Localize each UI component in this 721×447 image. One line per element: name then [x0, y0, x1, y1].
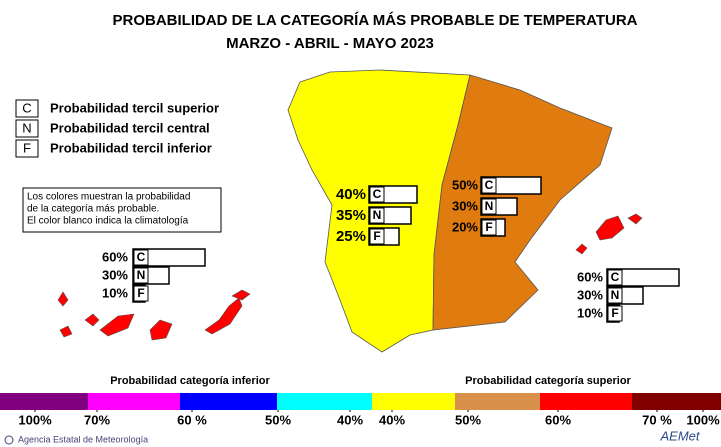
category-letter: F: [373, 229, 380, 243]
colorbar-segment: [180, 393, 277, 410]
colorbar-lower-label: Probabilidad categoría inferior: [110, 375, 270, 387]
category-letter: F: [485, 220, 492, 234]
colorbar-tick-label: 40%: [337, 412, 363, 427]
colorbar-tick-label: 60 %: [177, 412, 207, 427]
category-box: [607, 305, 623, 322]
colorbar-segment: [455, 393, 540, 410]
copyright-icon: [4, 435, 14, 445]
colorbar-segment: [0, 393, 88, 410]
legend-letter: N: [22, 120, 31, 135]
colorbar-tick-label: 50%: [265, 412, 291, 427]
category-letter: C: [137, 250, 146, 264]
colorbar-segment: [632, 393, 721, 410]
probability-label: 30%: [102, 267, 128, 282]
footer-logo: AEMet: [659, 428, 700, 443]
legend-box: [15, 99, 39, 118]
probability-label: 50%: [452, 177, 478, 192]
probability-label: 10%: [577, 305, 603, 320]
colorbar-tick-label: 60%: [545, 412, 571, 427]
note-line: El color blanco indica la climatología: [27, 216, 189, 227]
note-line: Los colores muestran la probabilidad: [27, 192, 190, 203]
category-letter: N: [485, 199, 494, 213]
category-box: [607, 287, 623, 304]
probability-bar: [132, 248, 206, 267]
category-letter: N: [373, 208, 382, 222]
probability-bar: [606, 268, 680, 287]
region-baleares: [575, 213, 643, 255]
category-letter: F: [611, 306, 618, 320]
colorbar-tick-label: 100%: [18, 412, 52, 427]
colorbar-segment: [540, 393, 632, 410]
probability-label: 30%: [452, 198, 478, 213]
legend-text: Probabilidad tercil central: [50, 120, 210, 135]
category-letter: F: [137, 286, 144, 300]
colorbar-tick-label: 40%: [379, 412, 405, 427]
legend-letter: F: [23, 140, 31, 155]
category-box: [369, 228, 385, 245]
category-box: [481, 177, 497, 194]
category-letter: C: [485, 178, 494, 192]
probability-label: 25%: [336, 228, 366, 245]
legend-text: Probabilidad tercil superior: [50, 100, 219, 115]
colorbar-tick-label: 100%: [686, 412, 720, 427]
category-box: [133, 267, 149, 284]
probability-label: 35%: [336, 207, 366, 224]
colorbar-upper-label: Probabilidad categoría superior: [465, 375, 631, 387]
category-box: [369, 207, 385, 224]
colorbar-tick-label: 70 %: [642, 412, 672, 427]
probability-label: 60%: [102, 249, 128, 264]
category-box: [481, 198, 497, 215]
probability-label: 60%: [577, 269, 603, 284]
subtitle: MARZO - ABRIL - MAYO 2023: [226, 35, 434, 52]
note-line: de la categoría más probable.: [27, 204, 159, 215]
colorbar-tick-label: 70%: [84, 412, 110, 427]
legend-letter: C: [22, 100, 31, 115]
legend-box: [15, 119, 39, 138]
category-letter: N: [611, 288, 620, 302]
probability-label: 40%: [336, 186, 366, 203]
probability-label: 20%: [452, 219, 478, 234]
colorbar-segment: [277, 393, 372, 410]
category-box: [133, 285, 149, 302]
probability-label: 30%: [577, 287, 603, 302]
colorbar-segment: [88, 393, 180, 410]
category-box: [607, 269, 623, 286]
region-east: [432, 74, 613, 331]
region-canarias: [57, 289, 251, 341]
category-box: [481, 219, 497, 236]
category-box: [133, 249, 149, 266]
footer-agency: Agencia Estatal de Meteorología: [18, 434, 148, 444]
note-box: [22, 187, 222, 233]
category-box: [369, 186, 385, 203]
category-letter: N: [137, 268, 146, 282]
probability-label: 10%: [102, 285, 128, 300]
category-letter: C: [611, 270, 620, 284]
title: PROBABILIDAD DE LA CATEGORÍA MÁS PROBABL…: [113, 12, 638, 29]
category-letter: C: [373, 187, 382, 201]
colorbar-tick-label: 50%: [455, 412, 481, 427]
legend-text: Probabilidad tercil inferior: [50, 140, 212, 155]
colorbar-segment: [372, 393, 455, 410]
legend-box: [15, 139, 39, 158]
